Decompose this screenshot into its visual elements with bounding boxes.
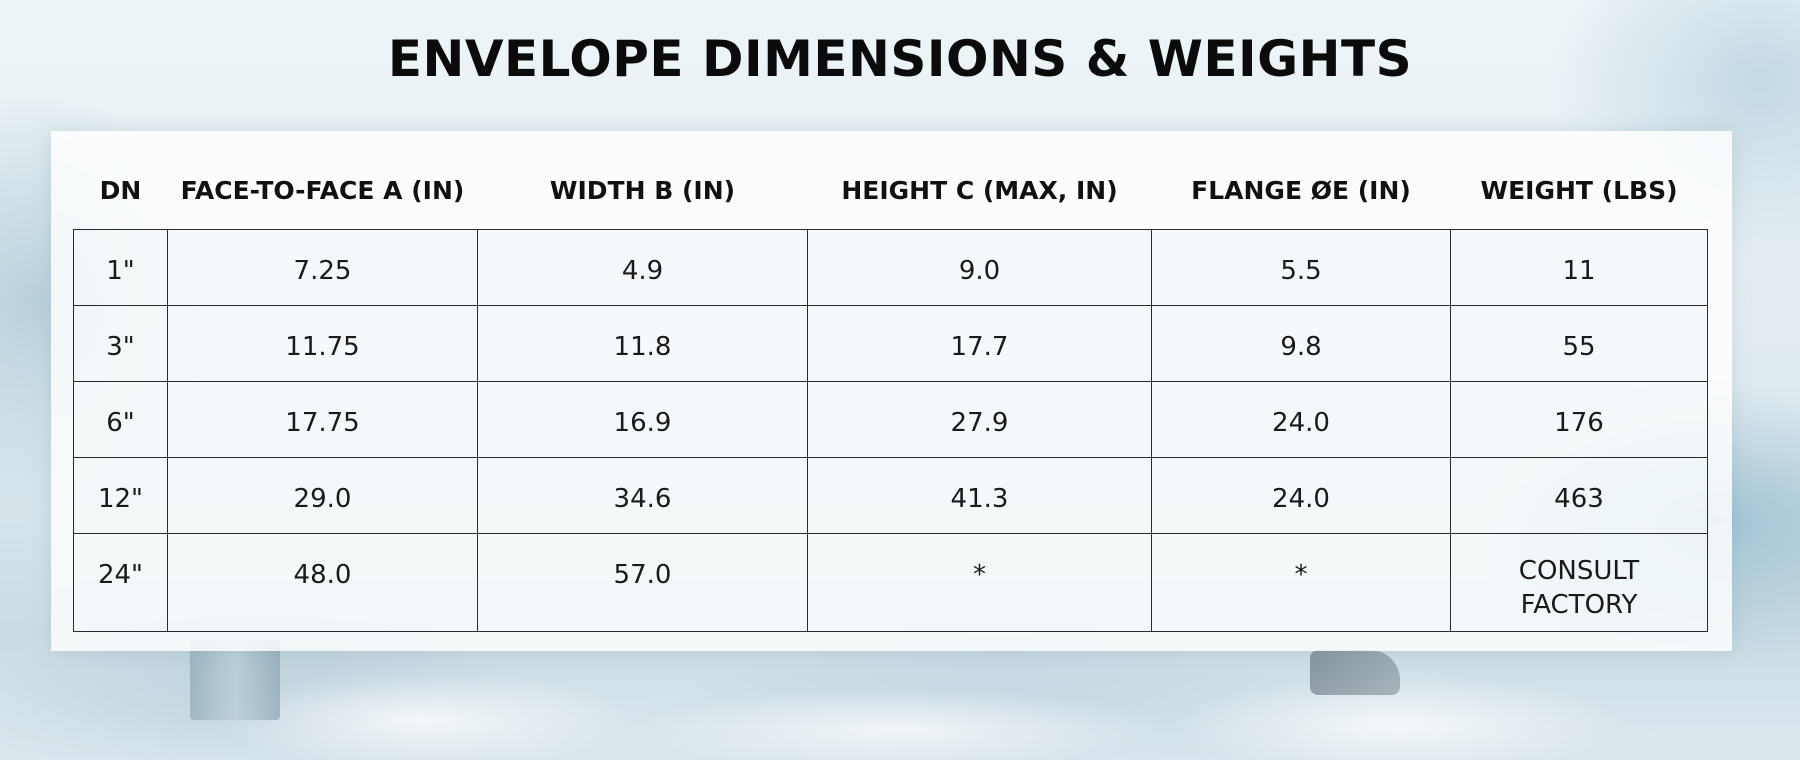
header-width: WIDTH B (IN) [549, 175, 736, 205]
cell-height: 27.9 [807, 381, 1152, 458]
cell-flange: 9.8 [1151, 305, 1451, 382]
table-row: 3" 11.75 11.8 17.7 9.8 55 [73, 305, 1708, 382]
cell-flange: 24.0 [1151, 381, 1451, 458]
cell-flange: 5.5 [1151, 229, 1451, 306]
cell-dn: 6" [73, 381, 168, 458]
page-title: ENVELOPE DIMENSIONS & WEIGHTS [387, 30, 1413, 88]
cell-weight: 176 [1450, 381, 1708, 458]
cell-weight: 55 [1450, 305, 1708, 382]
cell-dn: 3" [73, 305, 168, 382]
cell-weight: 463 [1450, 457, 1708, 534]
cell-width: 57.0 [477, 533, 808, 632]
table-panel: DN FACE-TO-FACE A (IN) WIDTH B (IN) HEIG… [51, 131, 1732, 651]
cell-face-to-face: 48.0 [167, 533, 478, 632]
cell-height: 41.3 [807, 457, 1152, 534]
header-face-to-face: FACE-TO-FACE A (IN) [180, 175, 465, 205]
header-flange: FLANGE ØE (IN) [1191, 175, 1411, 205]
cell-face-to-face: 17.75 [167, 381, 478, 458]
cell-width: 34.6 [477, 457, 808, 534]
cell-weight: 11 [1450, 229, 1708, 306]
background-haze [0, 630, 1800, 760]
cell-width: 4.9 [477, 229, 808, 306]
cell-width: 11.8 [477, 305, 808, 382]
table-header-row: DN FACE-TO-FACE A (IN) WIDTH B (IN) HEIG… [74, 151, 1708, 230]
cell-dn: 24" [73, 533, 168, 632]
cell-face-to-face: 7.25 [167, 229, 478, 306]
header-height: HEIGHT C (MAX, IN) [841, 175, 1118, 205]
cell-height: * [807, 533, 1152, 632]
cell-weight-line: FACTORY [1520, 590, 1638, 620]
table-row: 1" 7.25 4.9 9.0 5.5 11 [73, 229, 1708, 306]
cell-flange: * [1151, 533, 1451, 632]
header-weight: WEIGHT (LBS) [1480, 175, 1678, 205]
cell-height: 9.0 [807, 229, 1152, 306]
cell-width: 16.9 [477, 381, 808, 458]
cell-dn: 1" [73, 229, 168, 306]
background-object [1310, 650, 1400, 695]
cell-height: 17.7 [807, 305, 1152, 382]
table-row: 6" 17.75 16.9 27.9 24.0 176 [73, 381, 1708, 458]
table-row: 24" 48.0 57.0 * * CONSULT FACTORY [73, 533, 1708, 632]
dimensions-table: DN FACE-TO-FACE A (IN) WIDTH B (IN) HEIG… [73, 151, 1708, 632]
table-row: 12" 29.0 34.6 41.3 24.0 463 [73, 457, 1708, 534]
cell-flange: 24.0 [1151, 457, 1451, 534]
background-post [190, 640, 280, 720]
header-dn: DN [99, 175, 142, 205]
cell-dn: 12" [73, 457, 168, 534]
cell-weight-line: CONSULT [1518, 556, 1640, 586]
cell-face-to-face: 29.0 [167, 457, 478, 534]
cell-weight: CONSULT FACTORY [1450, 533, 1708, 632]
cell-face-to-face: 11.75 [167, 305, 478, 382]
